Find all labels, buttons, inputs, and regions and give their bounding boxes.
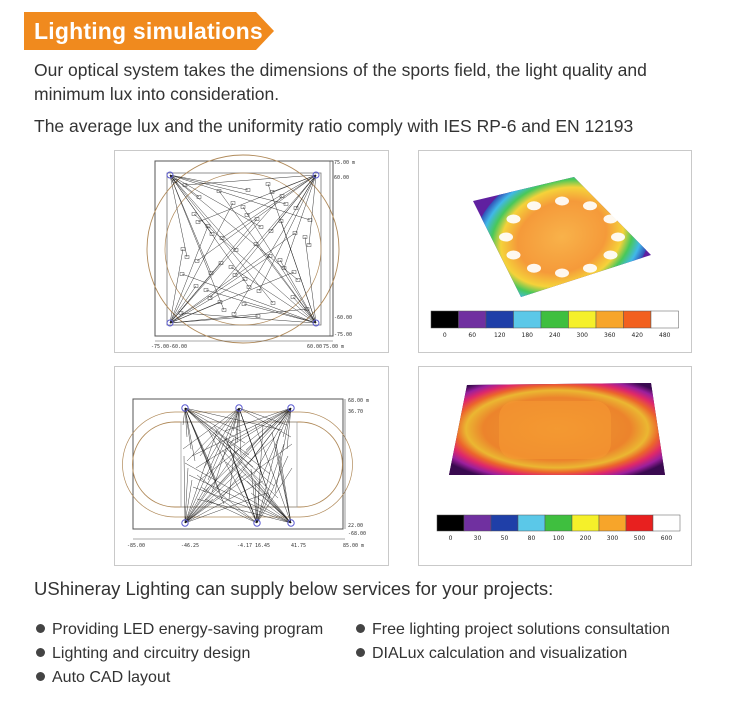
scale-label: 360 [604,332,616,339]
scale-swatch [463,514,492,532]
service-item: Providing LED energy-saving program [36,621,323,639]
scale-label: 200 [580,535,592,542]
intro-line-1: Our optical system takes the dimensions … [34,60,647,80]
hot-spot [583,201,597,211]
pole-marker [312,171,320,179]
cad1-bottom-label-1: -60.00 [169,344,187,350]
pole-marker [235,404,243,412]
hot-spot [603,250,618,260]
service-item: Lighting and circuitry design [36,645,250,663]
intro-line-2: minimum lux into consideration. [34,84,280,104]
service-item: Free lighting project solutions consulta… [356,621,670,639]
scale-label: 50 [501,535,509,542]
cad2-bottom-label-1: -46.25 [181,543,199,549]
scale-swatch [652,514,681,532]
scale-swatch [430,310,459,329]
scale-label: 60 [468,332,476,339]
bullet-icon [356,648,365,657]
cad2-bottom-label-2: -4.17 [237,543,252,549]
scale-label: 0 [449,535,453,542]
cad2-right-label-0: 68.00 m [348,398,369,404]
scale-label: 600 [661,535,673,542]
pole-marker [253,519,261,527]
bullet-icon [356,624,365,633]
cad2-right-label-3: -68.00 [348,531,366,537]
cad1-right-label-3: -75.00 [334,332,352,338]
scale-swatch [544,514,573,532]
pole-marker [166,171,174,179]
cad2-right-label-1: 36.70 [348,409,363,415]
pole-marker [287,519,295,527]
banner-shape [24,12,274,50]
pole-marker [181,519,189,527]
scale-label: 300 [577,332,589,339]
scale-swatch [436,514,465,532]
cad-oval-layout: 68.00 m 36.70 22.00 -68.00 -85.00 -46.25… [114,366,389,566]
section-banner: Lighting simulations [24,12,274,50]
scale-label: 30 [474,535,482,542]
scale-label: 500 [634,535,646,542]
service-item: Auto CAD layout [36,669,170,687]
scale-label: 480 [659,332,671,339]
hot-spot [506,250,521,260]
scale-label: 100 [553,535,565,542]
pole-marker [181,404,189,412]
scale-swatch [650,310,679,329]
cad2-bottom-label-4: 41.75 [291,543,306,549]
section-title: Lighting simulations [34,18,263,44]
scale-swatch [517,514,546,532]
heatmap-square-render: 0 60 120 180 240 300 360 420 480 [418,150,692,353]
cad1-right-label-1: 60.00 [334,175,349,181]
hot-spot [583,263,597,273]
scale-swatch [568,310,597,329]
scale-swatch [598,514,627,532]
hot-spot [611,232,625,242]
cad2-bottom-label-3: 16.45 [255,543,270,549]
scale-swatch [540,310,569,329]
scale-label: 300 [607,535,619,542]
bullet-icon [36,672,45,681]
cad2-bottom-label-5: 85.00 m [343,543,364,549]
bullet-icon [36,648,45,657]
scale-swatch [458,310,487,329]
services-heading: UShineray Lighting can supply below serv… [34,578,554,599]
bullet-icon [36,624,45,633]
pole-marker [166,319,174,327]
scale-swatch [571,514,600,532]
scale-swatch [595,310,624,329]
hot-spot [603,214,618,224]
hot-spot [527,263,541,273]
service-item: DIALux calculation and visualization [356,645,627,663]
scale-label: 240 [549,332,561,339]
hot-spot [499,232,513,242]
hot-spot [527,201,541,211]
hot-spot [506,214,521,224]
scale-label: 120 [494,332,506,339]
cad1-right-label-0: 75.00 m [334,160,355,166]
cad1-bottom-label-2: 60.00 [307,344,322,350]
cad2-bottom-label-0: -85.00 [127,543,145,549]
intro-line-3: The average lux and the uniformity ratio… [34,116,634,136]
scale-swatch [490,514,519,532]
scale-swatch [623,310,652,329]
scale-swatch [485,310,514,329]
scale-label: 420 [632,332,644,339]
scale-swatch [513,310,542,329]
scale-swatch [625,514,654,532]
scale-label: 80 [528,535,536,542]
pole-marker [287,404,295,412]
scale-label: 180 [522,332,534,339]
cad1-bottom-label-0: -75.00 [151,344,169,350]
cad-square-layout: 75.00 m 60.00 -60.00 -75.00 -75.00 -60.0… [114,150,389,353]
cad1-right-label-2: -60.00 [334,315,352,321]
heatmap-rect-render: 0 30 50 80 100 200 300 500 600 [418,366,692,566]
hot-spot [555,268,569,278]
pole-marker [312,319,320,327]
cad2-right-label-2: 22.00 [348,523,363,529]
scale-label: 0 [443,332,447,339]
cad1-bottom-label-3: 75.00 m [323,344,344,350]
hot-spot [555,196,569,206]
